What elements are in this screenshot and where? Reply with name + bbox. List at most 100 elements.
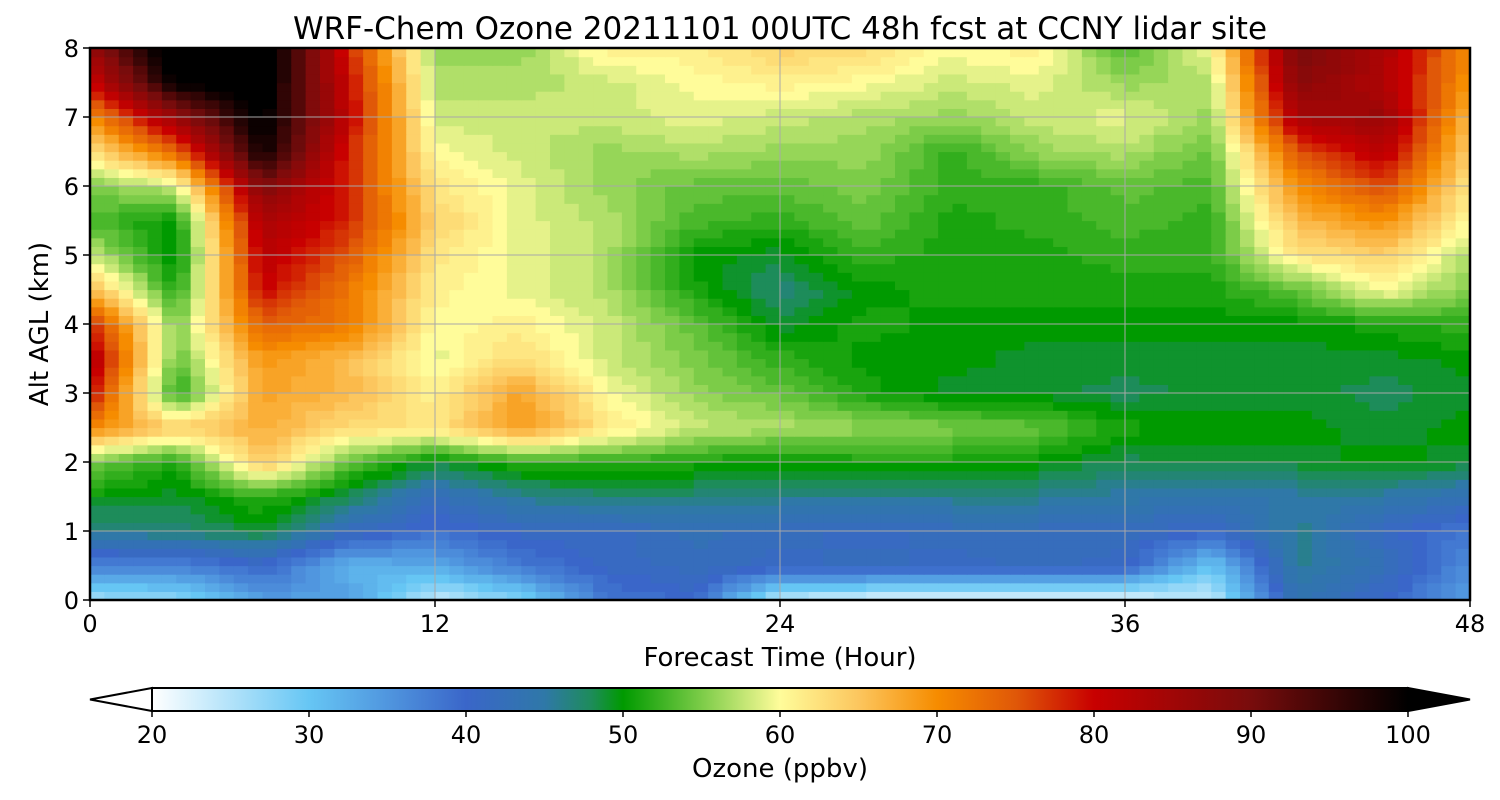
heatmap-cell bbox=[118, 444, 134, 454]
heatmap-cell bbox=[1211, 513, 1227, 523]
heatmap-cell bbox=[564, 565, 580, 575]
heatmap-cell bbox=[981, 211, 997, 222]
heatmap-cell bbox=[1398, 505, 1414, 515]
heatmap-cell bbox=[751, 246, 767, 256]
heatmap-cell bbox=[420, 444, 436, 454]
heatmap-cell bbox=[147, 280, 163, 291]
heatmap-cell bbox=[1369, 272, 1385, 282]
heatmap-cell bbox=[1455, 358, 1471, 368]
heatmap-cell bbox=[995, 436, 1011, 446]
heatmap-cell bbox=[780, 341, 795, 351]
heatmap-cell bbox=[693, 444, 709, 454]
heatmap-cell bbox=[665, 462, 680, 472]
heatmap-cell bbox=[248, 531, 264, 541]
heatmap-cell bbox=[1355, 505, 1370, 515]
heatmap-cell bbox=[966, 513, 982, 523]
heatmap-cell bbox=[291, 186, 307, 196]
heatmap-cell bbox=[133, 272, 149, 282]
heatmap-cell bbox=[650, 298, 666, 308]
heatmap-cell bbox=[291, 444, 307, 454]
heatmap-cell bbox=[780, 496, 795, 506]
heatmap-cell bbox=[794, 444, 810, 454]
heatmap-cell bbox=[578, 151, 594, 161]
heatmap-cell bbox=[550, 436, 565, 446]
heatmap-cell bbox=[348, 462, 364, 472]
heatmap-cell bbox=[535, 237, 551, 247]
heatmap-cell bbox=[449, 160, 465, 170]
heatmap-cell bbox=[1369, 186, 1385, 196]
heatmap-cell bbox=[1369, 548, 1385, 558]
heatmap-cell bbox=[1340, 470, 1356, 480]
heatmap-cell bbox=[334, 487, 350, 498]
heatmap-cell bbox=[147, 591, 163, 601]
heatmap-cell bbox=[377, 289, 393, 299]
heatmap-cell bbox=[621, 246, 637, 256]
chart-title: WRF-Chem Ozone 20211101 00UTC 48h fcst a… bbox=[293, 11, 1267, 47]
heatmap-cell bbox=[435, 591, 450, 601]
heatmap-cell bbox=[1441, 479, 1457, 489]
heatmap-cell bbox=[621, 194, 637, 204]
heatmap-cell bbox=[348, 211, 364, 222]
heatmap-cell bbox=[1441, 186, 1457, 196]
heatmap-cell bbox=[1038, 306, 1054, 316]
heatmap-cell bbox=[880, 591, 896, 601]
heatmap-cell bbox=[1038, 479, 1054, 489]
heatmap-cell bbox=[233, 220, 249, 230]
heatmap-cell bbox=[104, 272, 120, 282]
heatmap-cell bbox=[521, 177, 537, 187]
heatmap-cell bbox=[1067, 582, 1083, 592]
heatmap-cell bbox=[363, 151, 379, 161]
heatmap-cell bbox=[1096, 168, 1112, 178]
heatmap-cell bbox=[923, 384, 939, 394]
heatmap-cell bbox=[650, 522, 666, 532]
heatmap-cell bbox=[550, 582, 565, 592]
heatmap-cell bbox=[923, 565, 939, 575]
heatmap-cell bbox=[176, 401, 192, 411]
heatmap-cell bbox=[535, 453, 551, 463]
heatmap-cell bbox=[1326, 332, 1342, 342]
heatmap-cell bbox=[909, 203, 925, 213]
heatmap-cell bbox=[391, 444, 407, 454]
heatmap-cell bbox=[564, 349, 580, 360]
heatmap-cell bbox=[736, 332, 752, 342]
heatmap-cell bbox=[1283, 418, 1299, 429]
heatmap-cell bbox=[90, 539, 105, 549]
heatmap-cell bbox=[621, 556, 637, 567]
heatmap-cell bbox=[348, 315, 364, 325]
heatmap-cell bbox=[291, 479, 307, 489]
heatmap-cell bbox=[938, 229, 954, 239]
heatmap-cell bbox=[1168, 462, 1184, 472]
heatmap-cell bbox=[794, 315, 810, 325]
heatmap-cell bbox=[104, 487, 120, 498]
heatmap-cell bbox=[1182, 401, 1198, 411]
heatmap-cell bbox=[1426, 237, 1442, 247]
heatmap-cell bbox=[593, 203, 609, 213]
heatmap-cell bbox=[133, 341, 149, 351]
heatmap-cell bbox=[233, 186, 249, 196]
heatmap-cell bbox=[506, 324, 522, 334]
heatmap-cell bbox=[708, 496, 724, 506]
heatmap-cell bbox=[938, 349, 954, 360]
heatmap-cell bbox=[736, 280, 752, 291]
heatmap-cell bbox=[1383, 496, 1399, 506]
heatmap-cell bbox=[722, 315, 738, 325]
heatmap-cell bbox=[205, 384, 220, 394]
heatmap-cell bbox=[1398, 151, 1414, 161]
heatmap-cell bbox=[391, 548, 407, 558]
heatmap-cell bbox=[1153, 324, 1169, 334]
heatmap-cell bbox=[938, 539, 954, 549]
heatmap-cell bbox=[463, 203, 479, 213]
heatmap-cell bbox=[449, 168, 465, 178]
heatmap-cell bbox=[1067, 556, 1083, 567]
heatmap-cell bbox=[161, 246, 177, 256]
heatmap-cell bbox=[1340, 229, 1356, 239]
heatmap-cell bbox=[1038, 427, 1054, 437]
heatmap-cell bbox=[1268, 462, 1284, 472]
heatmap-cell bbox=[593, 289, 609, 299]
heatmap-cell bbox=[1426, 203, 1442, 213]
heatmap-cell bbox=[952, 444, 968, 454]
heatmap-cell bbox=[1153, 565, 1169, 575]
heatmap-cell bbox=[607, 229, 623, 239]
heatmap-cell bbox=[1455, 556, 1471, 567]
heatmap-cell bbox=[161, 332, 177, 342]
